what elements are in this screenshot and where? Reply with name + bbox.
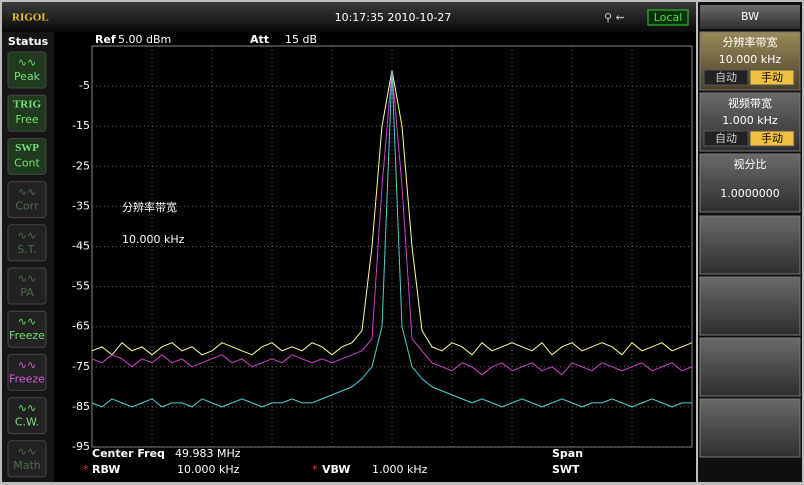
status-item	[7, 310, 47, 348]
menu-label: 视分比	[734, 157, 767, 171]
menu-value: 10.000 kHz	[719, 53, 782, 66]
menu-button	[699, 153, 801, 213]
status-item	[7, 397, 47, 435]
annotation: 10.000 kHz	[122, 233, 185, 246]
option-label: 自动	[715, 71, 737, 84]
status-icon: ∿∿	[18, 315, 36, 328]
status-item	[7, 181, 47, 219]
status-label: S.T.	[17, 243, 36, 256]
menu-value: 1.0000000	[720, 187, 780, 200]
mode: Local	[654, 11, 683, 24]
logo: RIGOL	[12, 12, 49, 24]
datetime: 10:17:35 2010-10-27	[335, 11, 452, 24]
ref-label: Ref	[95, 33, 116, 46]
option-box	[749, 69, 795, 86]
status-icon: ∿∿	[18, 56, 36, 69]
status-icon: ∿∿	[18, 272, 36, 285]
usb-icons: ⚲ ⇜	[604, 11, 625, 24]
status-item	[7, 267, 47, 305]
ref-value: 5.00 dBm	[118, 33, 171, 46]
top-bar	[2, 2, 696, 32]
status-item	[7, 94, 47, 132]
mode-box	[647, 9, 689, 26]
center-value: 49.983 MHz	[175, 447, 241, 460]
annotation: 分辨率带宽	[122, 200, 177, 214]
vbw-value: 1.000 kHz	[372, 463, 428, 476]
y-tick-label: -25	[72, 159, 90, 172]
option-box	[749, 130, 795, 147]
status-label: Corr	[15, 200, 39, 213]
menu-label: 分辨率带宽	[723, 35, 778, 49]
status-icon: ∿∿	[18, 402, 36, 415]
status-label: Cont	[14, 156, 40, 169]
att-label: Att	[250, 33, 269, 46]
trace	[91, 70, 692, 408]
status-item	[7, 224, 47, 262]
y-tick-label: -85	[72, 400, 90, 413]
status-tag: TRIG	[13, 99, 42, 111]
status-icon: ∿∿	[18, 229, 36, 242]
status-icon: ∿∿	[18, 358, 36, 371]
vbw-label: VBW	[322, 463, 350, 476]
y-tick-label: -45	[72, 240, 90, 253]
menu-button-empty	[699, 337, 801, 397]
menu-button-empty	[699, 276, 801, 336]
rbw-value: 10.000 kHz	[177, 463, 240, 476]
option-label: 手动	[761, 131, 783, 145]
menu-button-empty	[699, 398, 801, 458]
span-label: Span	[552, 447, 583, 460]
option-label: 手动	[761, 70, 783, 84]
status-label: Freeze	[9, 372, 45, 385]
status-label: Freeze	[9, 329, 45, 342]
status-label: Peak	[14, 70, 41, 83]
status-icon: ∿∿	[18, 186, 36, 199]
y-tick-label: -55	[72, 280, 90, 293]
vbw-flag: *	[312, 463, 318, 476]
menu-title: BW	[741, 10, 759, 23]
y-tick-label: -35	[72, 199, 90, 212]
status-label: PA	[20, 286, 34, 299]
y-tick-label: -65	[72, 320, 90, 333]
menu-label: 视频带宽	[728, 96, 772, 110]
swt-label: SWT	[552, 463, 580, 476]
status-label: Free	[15, 113, 39, 126]
status-item	[7, 137, 47, 175]
y-tick-label: -15	[72, 119, 90, 132]
option-label: 自动	[715, 132, 737, 145]
y-tick-label: -75	[72, 360, 90, 373]
option-box	[703, 130, 749, 147]
center-label: Center Freq	[92, 447, 165, 460]
att-value: 15 dB	[285, 33, 317, 46]
y-tick-label: -95	[72, 440, 90, 453]
status-item	[7, 440, 47, 478]
menu-value: 1.000 kHz	[722, 114, 778, 127]
status-title: Status	[8, 35, 49, 48]
option-box	[703, 69, 749, 86]
status-label: C.W.	[15, 416, 39, 429]
status-item	[7, 353, 47, 391]
status-item	[7, 51, 47, 89]
status-label: Math	[13, 459, 41, 472]
status-icon: ∿∿	[18, 445, 36, 458]
main-area	[2, 2, 696, 482]
y-tick-label: -5	[79, 79, 90, 92]
menu-title-box	[700, 5, 800, 29]
rbw-flag: *	[83, 463, 89, 476]
menu-button-empty	[699, 215, 801, 275]
status-tag: SWP	[15, 142, 39, 154]
rbw-label: RBW	[92, 463, 120, 476]
